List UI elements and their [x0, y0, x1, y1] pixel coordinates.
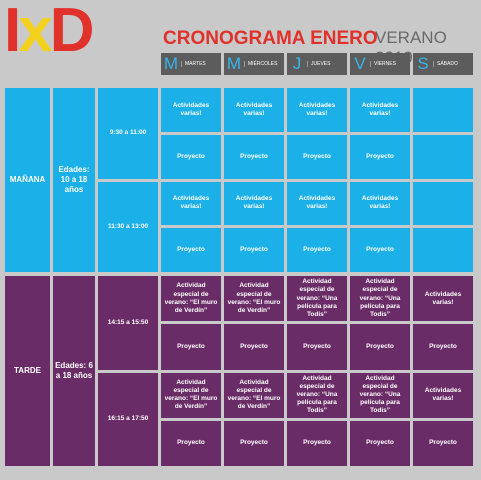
- day-letter: V: [354, 54, 366, 73]
- activity-cell: Actividad especial de verano: “El muro d…: [161, 276, 221, 322]
- activity-cell: Proyecto: [413, 420, 473, 466]
- activity-cell: Actividades varias!: [224, 181, 284, 226]
- activity-cell: Proyecto: [224, 324, 284, 370]
- day-header: M MARTES: [161, 53, 221, 75]
- day-header: V VIERNES: [350, 53, 410, 75]
- activity-cell: Proyecto: [224, 134, 284, 179]
- day-header: S SÁBADO: [413, 53, 473, 75]
- day-letter: J: [292, 54, 302, 73]
- activity-cell: [413, 88, 473, 132]
- day-name: MIÉRCOLES: [244, 61, 277, 67]
- activity-cell: Actividades varias!: [287, 88, 347, 132]
- logo-letter: I: [4, 0, 21, 65]
- activity-cell: Proyecto: [350, 420, 410, 466]
- time-slot: 11:30 a 13:00: [98, 181, 158, 272]
- activity-cell: Proyecto: [350, 324, 410, 370]
- activity-cell: Actividad especial de verano: “El muro d…: [224, 276, 284, 322]
- activity-cell: Actividades varias!: [161, 88, 221, 132]
- time-slot: 16:15 a 17:50: [98, 372, 158, 466]
- activity-cell: Proyecto: [224, 420, 284, 466]
- logo: IxD: [4, 0, 95, 65]
- activity-cell: [413, 134, 473, 179]
- activity-cell: Actividades varias!: [413, 372, 473, 418]
- block-label: MAÑANA: [5, 88, 50, 272]
- day-name: SÁBADO: [433, 61, 458, 67]
- activity-cell: Proyecto: [161, 134, 221, 179]
- activity-cell: Proyecto: [287, 228, 347, 272]
- block-label: TARDE: [5, 276, 50, 466]
- activity-cell: Proyecto: [224, 228, 284, 272]
- activity-cell: [413, 181, 473, 226]
- activity-cell: [413, 228, 473, 272]
- day-name: MARTES: [181, 61, 206, 67]
- activity-cell: Actividad especial de verano: “El muro d…: [161, 372, 221, 418]
- activity-cell: Proyecto: [161, 420, 221, 466]
- day-name: JUEVES: [307, 61, 330, 67]
- ages: Edades: 6 a 18 años: [53, 276, 95, 466]
- activity-cell: Actividades varias!: [161, 181, 221, 226]
- logo-letter: D: [49, 0, 95, 65]
- activity-cell: Proyecto: [287, 324, 347, 370]
- activity-cell: Actividades varias!: [350, 88, 410, 132]
- activity-cell: Actividades varias!: [350, 181, 410, 226]
- activity-cell: Proyecto: [350, 134, 410, 179]
- activity-cell: Actividad especial de verano: “Una pelíc…: [350, 372, 410, 418]
- activity-cell: Actividad especial de verano: “Una pelíc…: [287, 276, 347, 322]
- time-slot: 9:30 a 11:00: [98, 88, 158, 179]
- day-letter: M: [163, 54, 179, 73]
- activity-cell: Actividad especial de verano: “El muro d…: [224, 372, 284, 418]
- title: CRONOGRAMA ENERO: [163, 28, 378, 49]
- activity-cell: Actividades varias!: [224, 88, 284, 132]
- day-letter: S: [417, 54, 429, 73]
- activity-cell: Actividad especial de verano: “Una pelíc…: [350, 276, 410, 322]
- activity-cell: Actividades varias!: [413, 276, 473, 322]
- logo-letter: x: [18, 0, 53, 65]
- activity-cell: Proyecto: [161, 324, 221, 370]
- day-name: VIERNES: [370, 61, 396, 67]
- day-header: J JUEVES: [287, 53, 347, 75]
- activity-cell: Proyecto: [413, 324, 473, 370]
- activity-cell: Actividades varias!: [287, 181, 347, 226]
- ages: Edades: 10 a 18 años: [53, 88, 95, 272]
- activity-cell: Actividad especial de verano: “Una pelíc…: [287, 372, 347, 418]
- activity-cell: Proyecto: [287, 134, 347, 179]
- activity-cell: Proyecto: [350, 228, 410, 272]
- activity-cell: Proyecto: [161, 228, 221, 272]
- day-letter: M: [226, 54, 242, 73]
- activity-cell: Proyecto: [287, 420, 347, 466]
- time-slot: 14:15 a 15:50: [98, 276, 158, 370]
- day-header: M MIÉRCOLES: [224, 53, 284, 75]
